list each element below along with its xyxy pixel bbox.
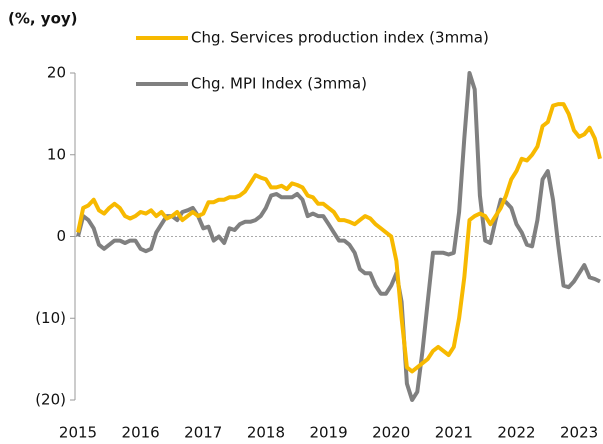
legend-label: Chg. Services production index (3mma) [191, 29, 489, 47]
x-tick-label: 2017 [184, 424, 222, 442]
y-tick-label: 0 [56, 227, 66, 245]
x-tick-label: 2021 [435, 424, 473, 442]
y-tick-label: 10 [47, 145, 66, 163]
y-tick-label: (20) [35, 391, 66, 409]
y-tick-label: (10) [35, 309, 66, 327]
y-axis-label: (%, yoy) [8, 10, 78, 28]
x-tick-label: 2023 [560, 424, 598, 442]
series-line [76, 102, 602, 374]
x-tick-label: 2015 [59, 424, 97, 442]
y-tick-label: 20 [47, 64, 66, 82]
x-tick-label: 2018 [247, 424, 285, 442]
legend-label: Chg. MPI Index (3mma) [191, 75, 367, 93]
x-tick-label: 2016 [122, 424, 160, 442]
x-tick-label: 2019 [309, 424, 347, 442]
x-tick-label: 2020 [372, 424, 410, 442]
x-tick-label: 2022 [497, 424, 535, 442]
